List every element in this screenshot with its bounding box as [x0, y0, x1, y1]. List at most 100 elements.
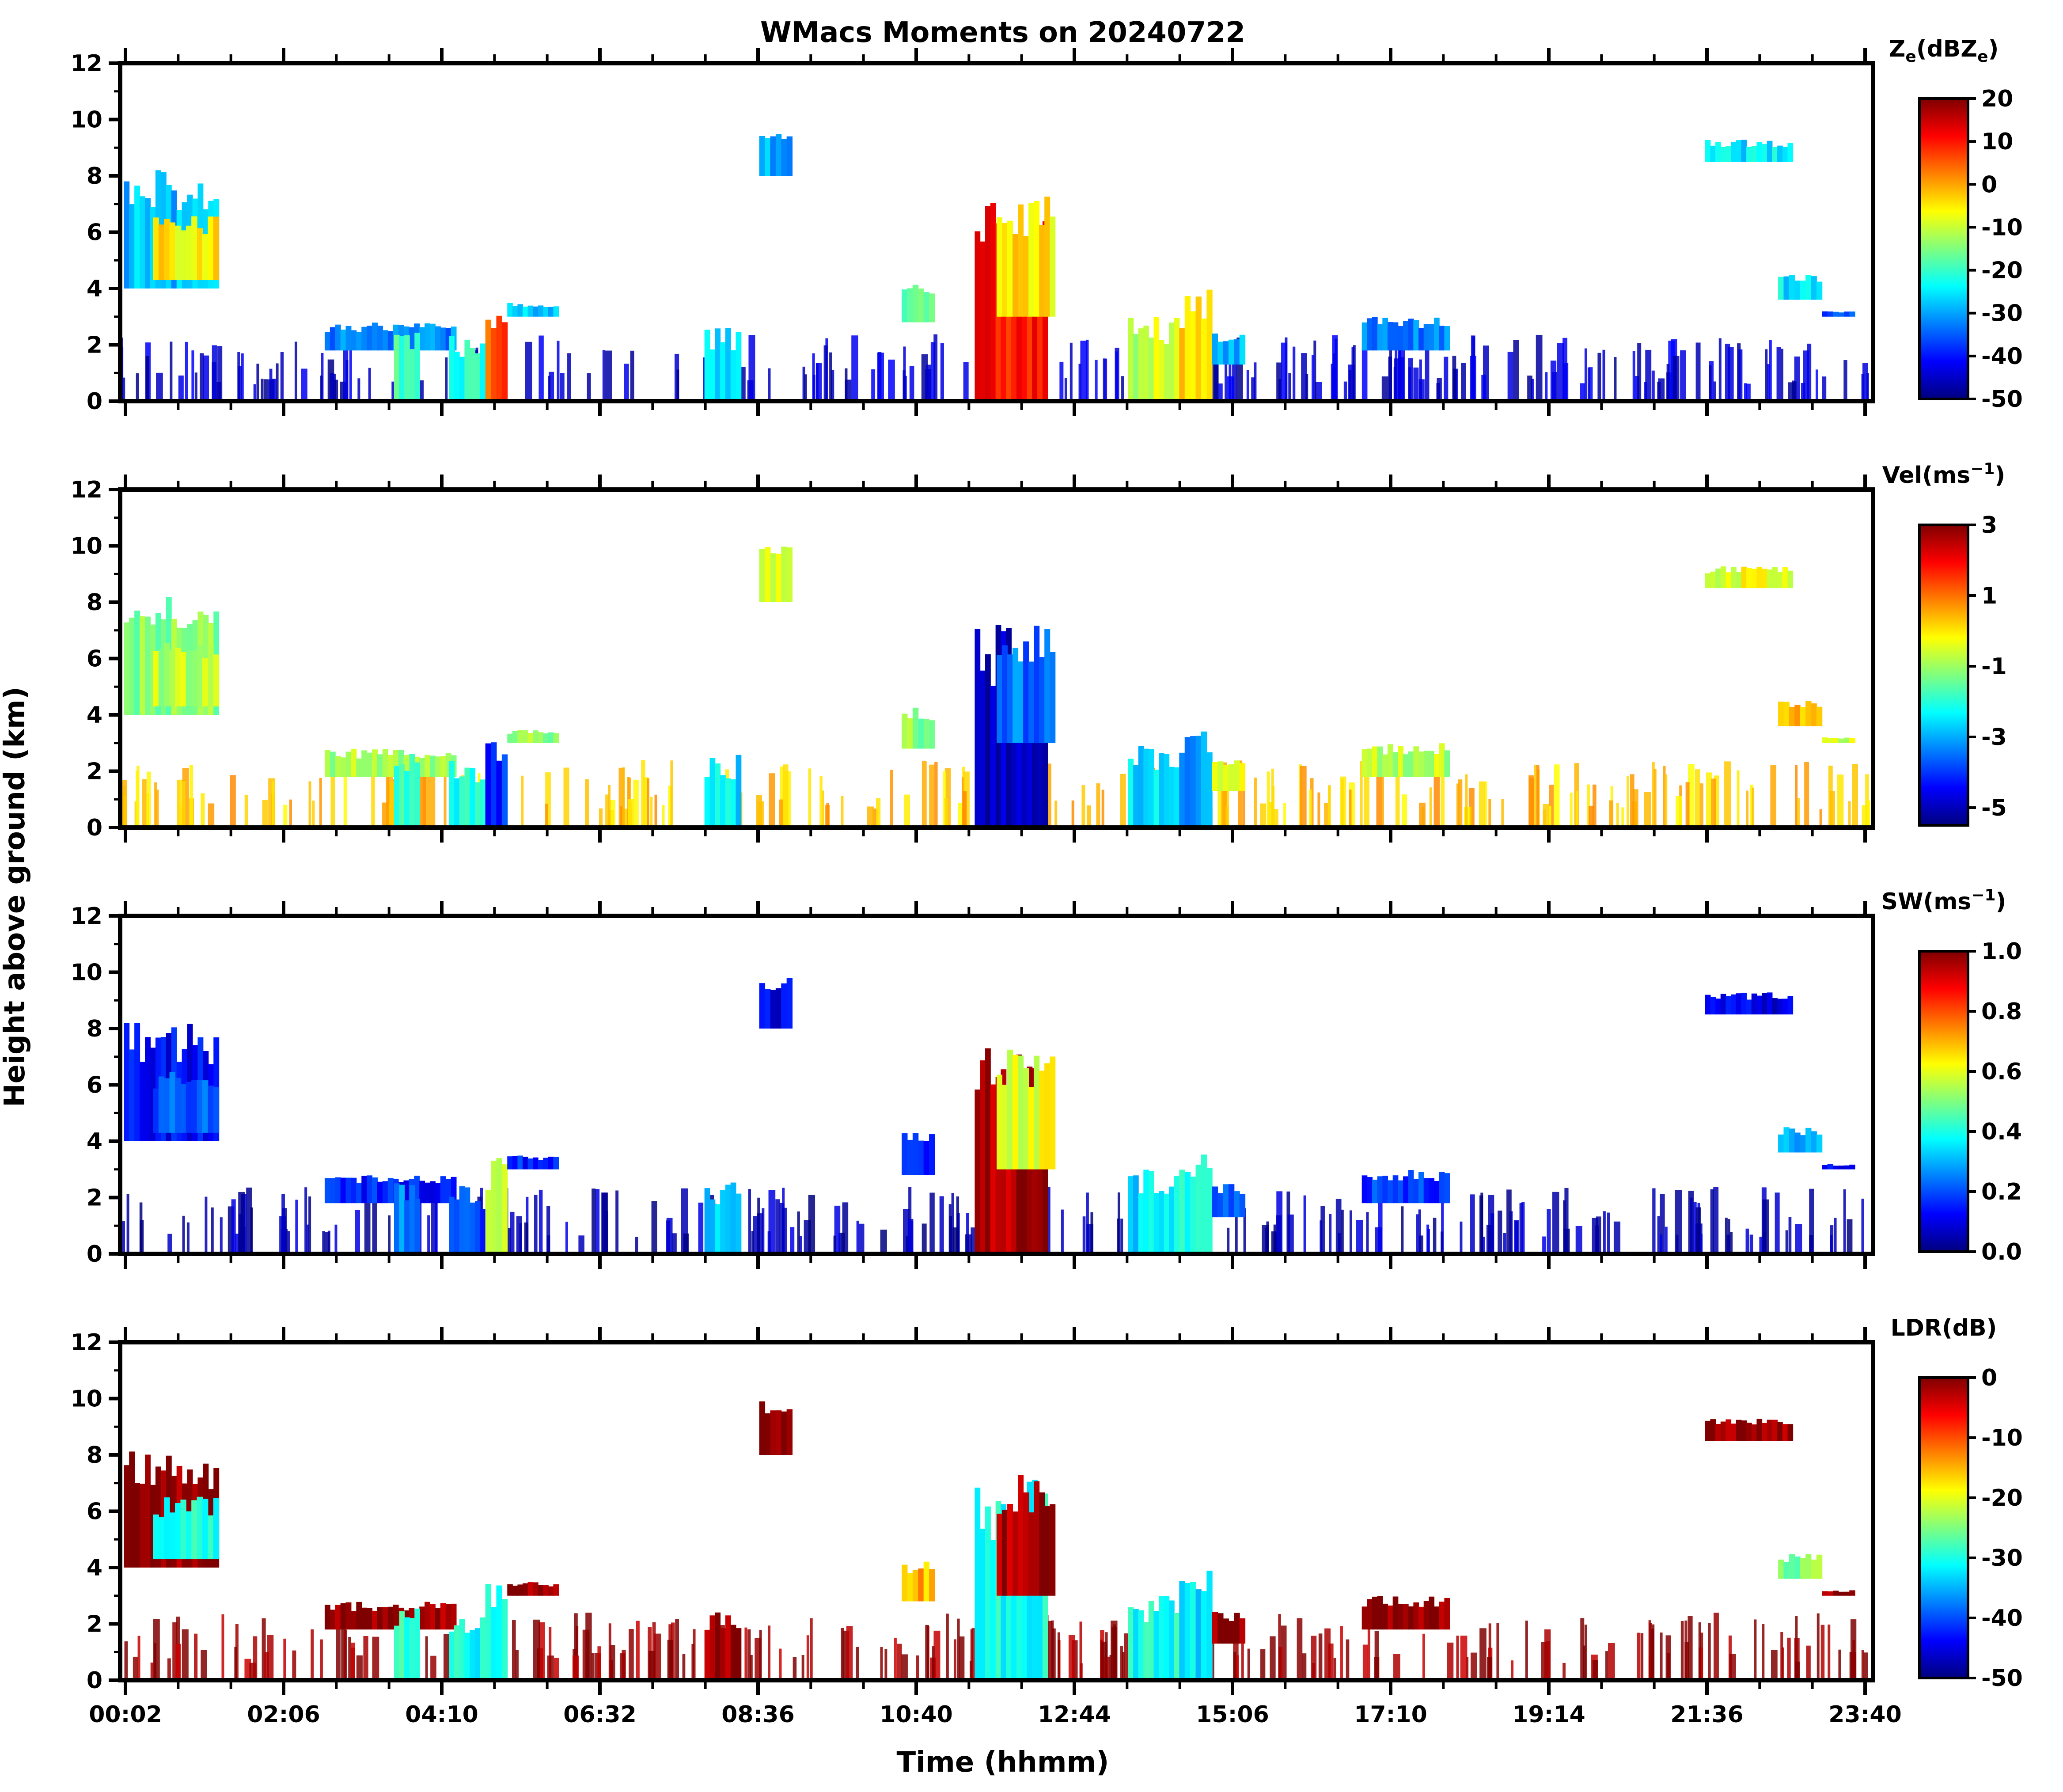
clutter-mark	[858, 1223, 865, 1254]
echo-cirrus-early-core	[186, 225, 192, 280]
echo-cirrus-early-core	[202, 1080, 209, 1133]
clutter-mark	[1815, 369, 1818, 401]
clutter-mark	[1090, 1212, 1093, 1254]
echo-ci-2200	[1782, 1424, 1788, 1441]
echo-cloud-1730	[1382, 318, 1388, 351]
echo-cloud-0300	[372, 1610, 378, 1630]
echo-cloud-1730	[1392, 1175, 1399, 1204]
echo-cirrus-early	[134, 186, 140, 289]
echo-cirrus-early-core	[208, 216, 214, 280]
echo-cloud-1420	[1164, 1193, 1170, 1254]
panel-ldr: 0 2 4 6 8 10 12 00:02 02:06 04:10 06:32 08:36 10:40 1…	[71, 1315, 2023, 1728]
echo-cloud-2320	[1843, 311, 1850, 317]
echo-cloud-0830	[720, 342, 726, 401]
clutter-mark	[1592, 1659, 1598, 1680]
clutter-mark	[821, 790, 824, 828]
echo-cloud-1450	[1201, 731, 1207, 828]
echo-cloud-2320	[1838, 738, 1844, 743]
clutter-mark	[856, 1647, 859, 1680]
clutter-mark	[371, 766, 375, 828]
echo-cloud-0410	[409, 1618, 415, 1680]
echo-cloud-1730	[1413, 746, 1419, 777]
clutter-mark	[1086, 805, 1092, 828]
echo-cloud-0300	[387, 1178, 394, 1204]
clutter-mark	[633, 779, 639, 828]
echo-cloud-2300	[1794, 1132, 1801, 1153]
clutter-mark	[1051, 1628, 1056, 1680]
echo-cloud-1420	[1148, 749, 1154, 828]
echo-cloud-0450	[475, 782, 481, 828]
clutter-mark	[142, 779, 147, 828]
y-tick-label: 0	[87, 1241, 102, 1268]
clutter-mark	[753, 1216, 758, 1254]
clutter-mark	[1769, 340, 1772, 401]
echo-storm-top	[997, 655, 1003, 743]
clutter-mark	[1243, 1208, 1246, 1254]
clutter-mark	[622, 767, 625, 828]
echo-cloud-2300	[1794, 705, 1801, 726]
echo-cloud-2300	[1811, 276, 1817, 300]
echo-ci-2200	[1756, 142, 1763, 162]
echo-rain-0510	[491, 742, 497, 828]
echo-cloud-1510	[1228, 764, 1235, 791]
clutter-mark	[958, 803, 962, 828]
echo-cloud-1510	[1217, 1193, 1224, 1218]
echo-cloud-0450	[464, 767, 470, 828]
echo-ci-2200	[1731, 994, 1737, 1015]
echo-cirrus-early	[145, 616, 151, 715]
echo-cloud-2320	[1843, 737, 1850, 743]
echo-cirrus-early-core	[186, 1082, 192, 1133]
echo-cloud-1040	[912, 1133, 919, 1175]
clutter-mark	[186, 1222, 190, 1254]
echo-storm-top	[1002, 1510, 1008, 1596]
echo-cirrus-early	[124, 1023, 130, 1141]
clutter-mark	[1283, 803, 1286, 828]
clutter-mark	[1104, 1656, 1111, 1680]
echo-cloud-2320	[1822, 1165, 1828, 1169]
clutter-mark	[1227, 376, 1234, 401]
clutter-mark	[1794, 381, 1797, 401]
clutter-mark	[1374, 1631, 1379, 1680]
echo-cirrus-early-core	[158, 1517, 165, 1559]
x-tick-label: 21:36	[1670, 1701, 1744, 1728]
echo-cirrus-early-core	[164, 643, 170, 706]
echo-cloud-1730	[1367, 748, 1373, 777]
clutter-mark	[1803, 350, 1809, 401]
clutter-mark	[1484, 781, 1487, 828]
echo-cloud-0830	[725, 1615, 731, 1680]
clutter-mark	[1699, 783, 1703, 828]
clutter-mark	[320, 376, 323, 401]
echo-cloud-0450	[459, 776, 465, 828]
echo-cloud-0300	[435, 1183, 441, 1204]
echo-storm-1210	[985, 654, 991, 828]
echo-cloud-2300	[1800, 1558, 1806, 1579]
echo-cloud-1730	[1413, 320, 1419, 351]
echo-cirrus-early-core	[186, 650, 192, 706]
clutter-mark	[1563, 1200, 1566, 1254]
x-tick-label: 04:10	[405, 1701, 478, 1728]
clutter-mark	[1660, 1234, 1663, 1254]
clutter-mark	[783, 764, 789, 828]
clutter-mark	[884, 1649, 887, 1680]
echo-cloud-1730	[1361, 1175, 1368, 1204]
echo-ci-2200	[1767, 992, 1773, 1015]
echo-ci-0930	[775, 1410, 782, 1455]
echo-storm-top	[1050, 1504, 1056, 1596]
echo-ci-2200	[1772, 567, 1778, 588]
echo-ci-2200	[1710, 1419, 1716, 1441]
echo-cloud-1040	[912, 1570, 919, 1602]
echo-cloud-0830	[715, 1612, 721, 1680]
y-tick-label: 2	[87, 759, 102, 785]
echo-cloud-1730	[1388, 322, 1393, 351]
echo-cloud-1730	[1444, 750, 1450, 777]
echo-anvil-0520	[517, 304, 523, 317]
echo-cloud-1730	[1429, 751, 1435, 777]
echo-ci-2200	[1720, 146, 1726, 162]
echo-ci-2200	[1746, 1423, 1752, 1441]
echo-cloud-2300	[1816, 1554, 1823, 1579]
echo-cloud-0450	[459, 1618, 465, 1680]
echo-cirrus-early	[145, 1037, 151, 1141]
clutter-mark	[146, 793, 149, 828]
echo-cirrus-early-core	[202, 234, 209, 280]
clutter-mark	[1820, 1625, 1825, 1680]
